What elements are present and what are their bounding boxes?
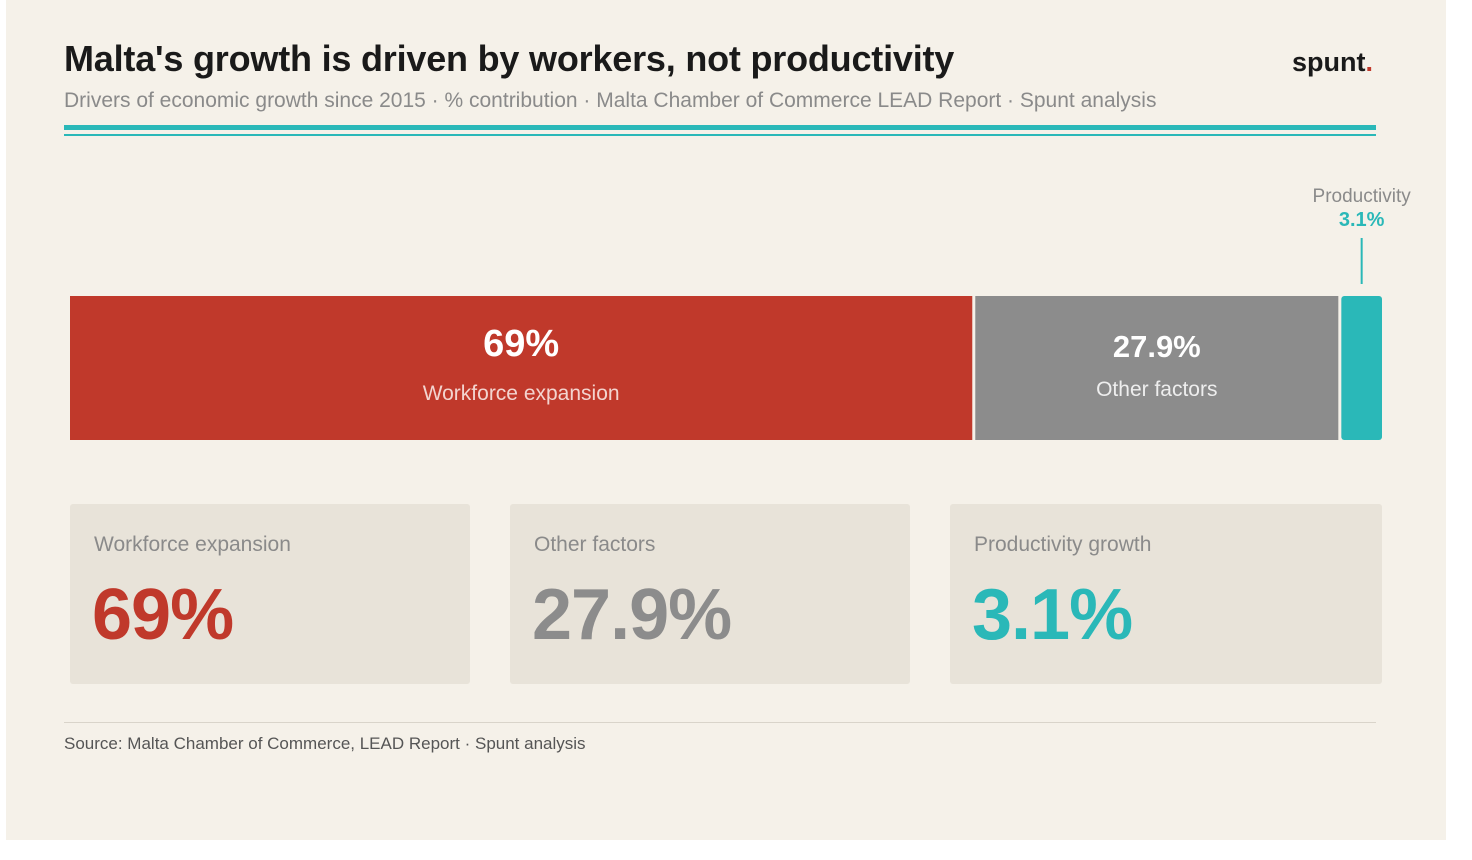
source-note: Source: Malta Chamber of Commerce, LEAD …	[64, 734, 586, 753]
brand-logo: spunt.	[1292, 47, 1373, 78]
footer-rule	[64, 722, 1376, 723]
bar-segment-productivity	[1341, 296, 1382, 440]
segment-category-label: Workforce expansion	[423, 382, 620, 405]
header-rule-thin	[64, 134, 1376, 136]
stat-card-other: Other factors 27.9%	[510, 504, 910, 684]
bar-segment-other-factors	[975, 296, 1339, 440]
stat-card-productivity: Productivity growth 3.1%	[950, 504, 1382, 684]
page-title: Malta's growth is driven by workers, not…	[64, 38, 955, 79]
stat-card-workforce: Workforce expansion 69%	[70, 504, 470, 684]
stat-value: 3.1%	[972, 575, 1133, 655]
segment-value-label: 27.9%	[1113, 329, 1201, 364]
bar-segment-workforce-expansion	[70, 296, 973, 440]
page-subtitle: Drivers of economic growth since 2015 · …	[64, 89, 1157, 112]
callout-category-label: Productivity	[1313, 186, 1412, 207]
stat-label: Workforce expansion	[94, 533, 291, 556]
logo-text: spunt	[1292, 47, 1366, 77]
stat-label: Other factors	[534, 533, 656, 556]
stat-value: 27.9%	[532, 575, 732, 655]
callout-value-label: 3.1%	[1339, 209, 1385, 231]
logo-dot: .	[1365, 47, 1374, 77]
header-rule-thick	[64, 125, 1376, 130]
stat-value: 69%	[92, 575, 234, 655]
segment-category-label: Other factors	[1096, 378, 1217, 401]
stat-label: Productivity growth	[974, 533, 1152, 556]
segment-value-label: 69%	[483, 323, 559, 365]
